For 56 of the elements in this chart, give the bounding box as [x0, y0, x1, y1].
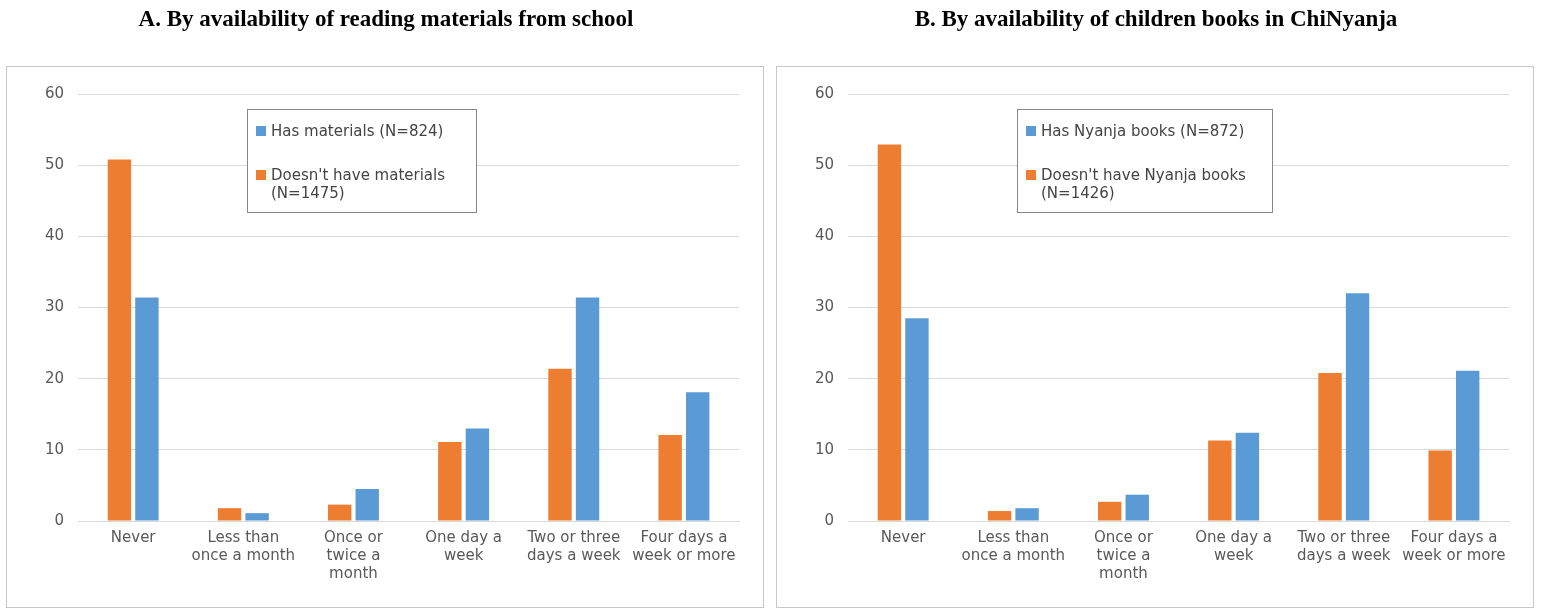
legend-label: Has materials (N=824): [271, 122, 444, 140]
bar: [987, 511, 1012, 521]
y-tick-label: 10: [44, 439, 65, 458]
y-tick-label: 0: [54, 510, 65, 529]
bar: [1125, 494, 1149, 521]
bar: [438, 442, 462, 521]
bar: [1235, 432, 1260, 521]
y-tick-label: 30: [814, 297, 835, 316]
chart-title: B. By availability of children books in ChiNyanja: [913, 6, 1399, 32]
bar: [245, 513, 269, 521]
bar: [1208, 440, 1232, 521]
bar: [1318, 372, 1342, 521]
bar: [548, 368, 572, 521]
x-tick-label: Never: [880, 527, 927, 546]
bar: [465, 428, 490, 521]
bar: [1015, 508, 1039, 521]
bar: [685, 392, 710, 521]
y-tick-label: 20: [44, 368, 65, 387]
bar: [1345, 293, 1370, 521]
bar: [1455, 370, 1480, 521]
bar: [1428, 450, 1452, 521]
y-tick-label: 30: [44, 297, 65, 316]
y-tick-label: 60: [44, 83, 65, 102]
legend-label: Has Nyanja books (N=872): [1041, 122, 1245, 140]
bar: [355, 488, 379, 521]
x-tick-label: Less than once a month: [191, 527, 296, 564]
y-tick-label: 50: [814, 155, 835, 174]
x-tick-label: Four days a week or more: [632, 527, 736, 564]
bar: [575, 297, 600, 521]
y-tick-label: 50: [44, 155, 65, 174]
x-tick-label: One day a week: [425, 527, 503, 564]
bar: [135, 297, 159, 521]
legend-label: Doesn't have Nyanja books (N=1426): [1041, 166, 1247, 202]
legend-label: Doesn't have materials (N=1475): [271, 166, 447, 202]
x-tick-label: Never: [110, 527, 157, 546]
chart-title: A. By availability of reading materials from school: [137, 6, 635, 32]
bar: [217, 508, 242, 521]
bar: [877, 144, 902, 521]
y-tick-label: 20: [814, 368, 835, 387]
y-tick-label: 0: [824, 510, 835, 529]
x-tick-label: One day a week: [1195, 527, 1273, 564]
x-tick-label: Two or three days a week: [526, 527, 621, 564]
bar: [1097, 501, 1122, 521]
bar: [658, 434, 682, 521]
x-tick-label: Once or twice a month: [1094, 527, 1154, 582]
bar: [107, 159, 132, 521]
x-tick-label: Once or twice a month: [324, 527, 384, 582]
bar: [328, 504, 352, 521]
x-tick-label: Four days a week or more: [1402, 527, 1506, 564]
y-tick-label: 40: [44, 226, 65, 245]
bar: [905, 318, 929, 521]
x-tick-label: Two or three days a week: [1296, 527, 1391, 564]
y-tick-label: 60: [814, 83, 835, 102]
y-tick-label: 10: [814, 439, 835, 458]
x-tick-label: Less than once a month: [961, 527, 1066, 564]
y-tick-label: 40: [814, 226, 835, 245]
